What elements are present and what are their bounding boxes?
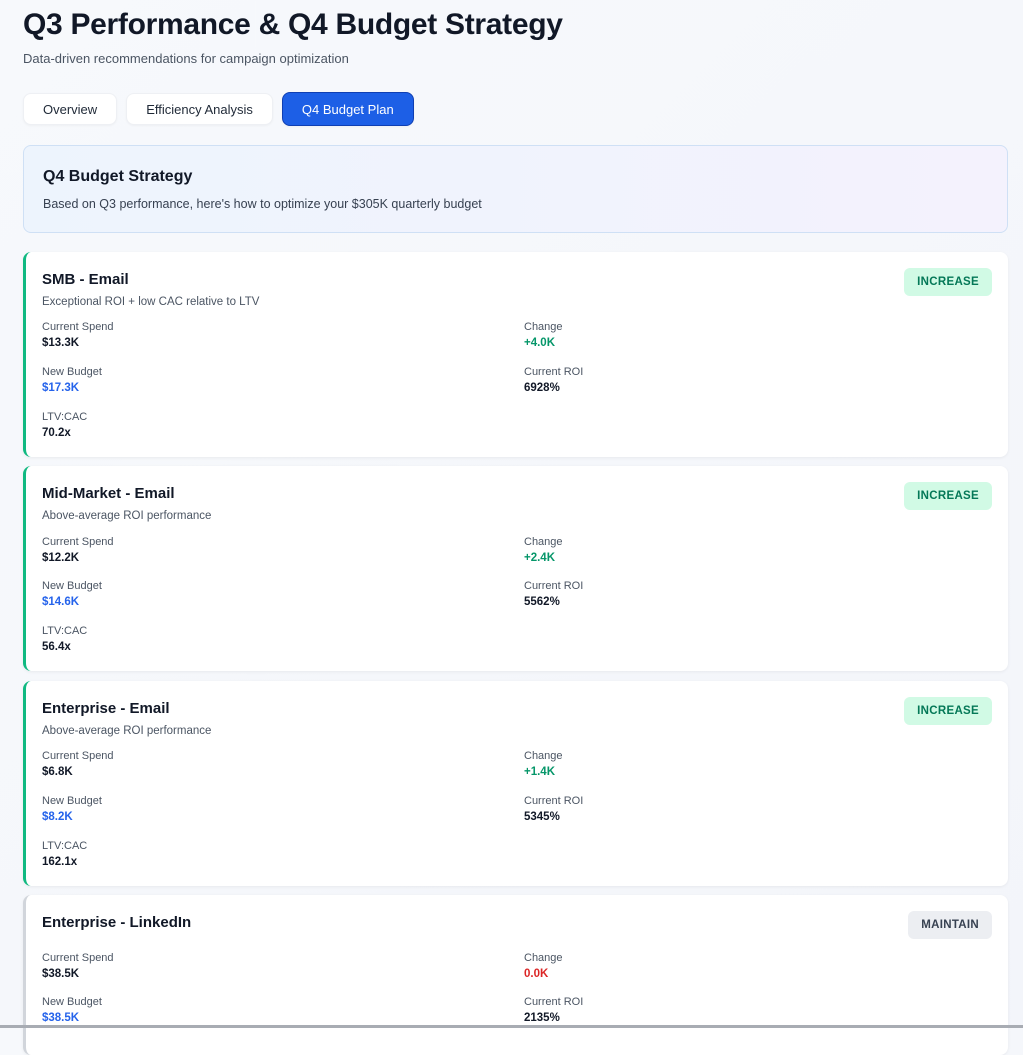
banner-text: Based on Q3 performance, here's how to o…: [43, 197, 482, 211]
metric-new-budget: New Budget $17.3K: [42, 365, 102, 396]
card-title: Enterprise - Email: [42, 700, 170, 717]
metric-value: 56.4x: [42, 641, 71, 653]
metric-value: 2135%: [524, 1012, 560, 1024]
metric-label: New Budget: [42, 996, 102, 1008]
metric-value: $38.5K: [42, 968, 80, 980]
metric-label: Current Spend: [42, 321, 114, 333]
metric-label: New Budget: [42, 795, 102, 807]
metric-current-spend: Current Spend $38.5K: [42, 951, 114, 982]
tab-overview[interactable]: Overview: [23, 93, 118, 125]
tab-efficiency-analysis[interactable]: Efficiency Analysis: [126, 93, 273, 125]
strategy-banner: Q4 Budget Strategy Based on Q3 performan…: [23, 145, 1008, 233]
metric-label: Current Spend: [42, 536, 114, 548]
metric-label: LTV:CAC: [42, 411, 88, 423]
metric-value: $13.3K: [42, 337, 80, 349]
metric-label: Current Spend: [42, 952, 114, 964]
metric-label: Change: [524, 952, 563, 964]
metric-new-budget: New Budget $14.6K: [42, 579, 102, 610]
metric-current-spend: Current Spend $12.2K: [42, 535, 114, 566]
metric-value: +2.4K: [524, 552, 556, 564]
tab-bar: Overview Efficiency Analysis Q4 Budget P…: [23, 92, 414, 126]
metric-label: Current ROI: [524, 580, 584, 592]
viewport-edge: [0, 1025, 1023, 1028]
metric-value: $17.3K: [42, 382, 80, 394]
card-reason: Above-average ROI performance: [42, 725, 212, 737]
metric-value: 0.0K: [524, 968, 549, 980]
budget-card: SMB - Email Exceptional ROI + low CAC re…: [23, 252, 1008, 457]
tab-q4-budget-plan[interactable]: Q4 Budget Plan: [281, 92, 414, 126]
metric-value: 6928%: [524, 382, 560, 394]
metric-label: Change: [524, 750, 563, 762]
metric-label: LTV:CAC: [42, 625, 88, 637]
metric-current-roi: Current ROI 2135%: [524, 995, 583, 1026]
budget-card: Enterprise - LinkedIn MAINTAIN Current S…: [23, 895, 1008, 1055]
card-reason: Exceptional ROI + low CAC relative to LT…: [42, 296, 260, 308]
budget-card: Enterprise - Email Above-average ROI per…: [23, 681, 1008, 886]
metric-change: Change 0.0K: [524, 951, 563, 982]
metric-change: Change +1.4K: [524, 749, 563, 780]
metric-value: 5345%: [524, 811, 560, 823]
metric-ltv-cac: LTV:CAC 162.1x: [42, 839, 87, 870]
metric-value: $14.6K: [42, 596, 80, 608]
metric-change: Change +2.4K: [524, 535, 563, 566]
card-title: SMB - Email: [42, 271, 129, 288]
metric-current-roi: Current ROI 6928%: [524, 365, 583, 396]
status-badge: MAINTAIN: [908, 911, 992, 939]
card-reason: Above-average ROI performance: [42, 510, 212, 522]
metric-value: $8.2K: [42, 811, 73, 823]
metric-new-budget: New Budget $8.2K: [42, 794, 102, 825]
metric-value: $6.8K: [42, 766, 73, 778]
page-subtitle: Data-driven recommendations for campaign…: [23, 51, 349, 66]
metric-value: $12.2K: [42, 552, 80, 564]
metric-current-spend: Current Spend $13.3K: [42, 320, 114, 351]
metric-label: New Budget: [42, 366, 102, 378]
status-badge: INCREASE: [904, 697, 992, 725]
metric-current-roi: Current ROI 5562%: [524, 579, 583, 610]
metric-value: $38.5K: [42, 1012, 80, 1024]
metric-value: +1.4K: [524, 766, 556, 778]
budget-card: Mid-Market - Email Above-average ROI per…: [23, 466, 1008, 671]
banner-title: Q4 Budget Strategy: [43, 168, 193, 185]
metric-label: New Budget: [42, 580, 102, 592]
metric-value: 5562%: [524, 596, 560, 608]
metric-value: 70.2x: [42, 427, 71, 439]
metric-label: Change: [524, 536, 563, 548]
metric-value: +4.0K: [524, 337, 556, 349]
metric-label: Current Spend: [42, 750, 114, 762]
metric-ltv-cac: LTV:CAC 70.2x: [42, 410, 87, 441]
metric-change: Change +4.0K: [524, 320, 563, 351]
metric-current-roi: Current ROI 5345%: [524, 794, 583, 825]
metric-label: Current ROI: [524, 795, 584, 807]
card-title: Enterprise - LinkedIn: [42, 914, 192, 931]
page-title: Q3 Performance & Q4 Budget Strategy: [23, 8, 563, 41]
metric-new-budget: New Budget $38.5K: [42, 995, 102, 1026]
metric-label: Current ROI: [524, 996, 584, 1008]
status-badge: INCREASE: [904, 268, 992, 296]
metric-ltv-cac: LTV:CAC 56.4x: [42, 624, 87, 655]
status-badge: INCREASE: [904, 482, 992, 510]
metric-label: Change: [524, 321, 563, 333]
card-title: Mid-Market - Email: [42, 485, 175, 502]
metric-value: 162.1x: [42, 856, 78, 868]
metric-current-spend: Current Spend $6.8K: [42, 749, 114, 780]
metric-label: LTV:CAC: [42, 840, 88, 852]
metric-label: Current ROI: [524, 366, 584, 378]
